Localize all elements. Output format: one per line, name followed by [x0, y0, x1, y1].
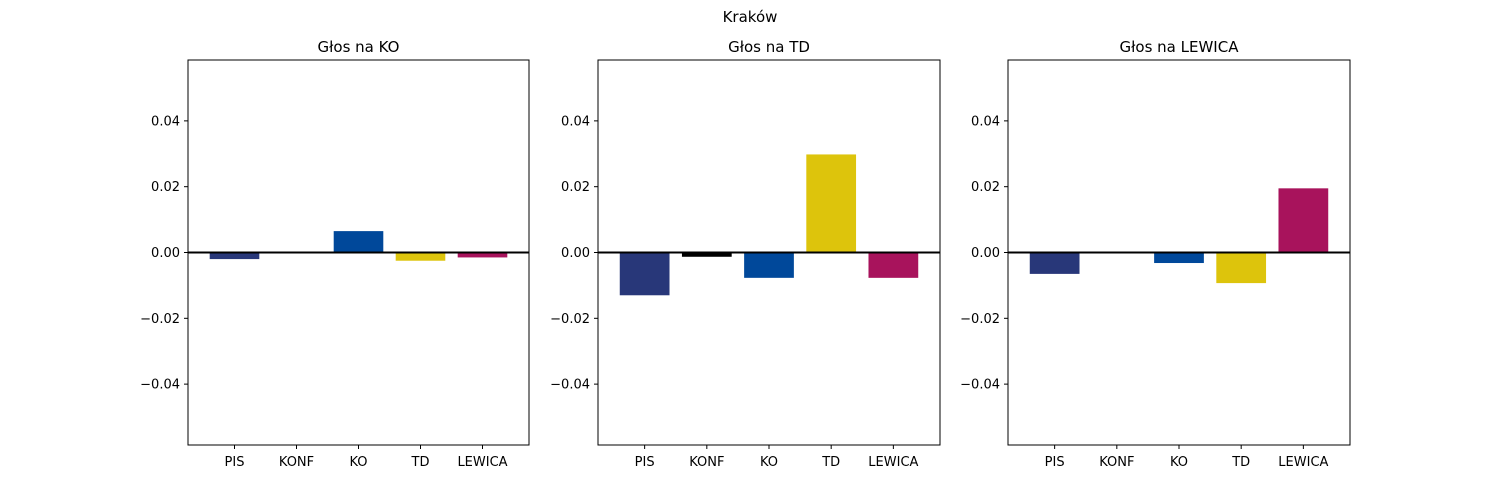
panel-title: Głos na TD: [728, 38, 810, 56]
x-tick-label-pis: PIS: [1045, 455, 1065, 470]
y-tick-label: 0.00: [561, 246, 590, 261]
x-tick-label-pis: PIS: [635, 455, 655, 470]
y-tick-label: 0.04: [971, 114, 1000, 129]
bar-ko: [333, 231, 384, 253]
y-tick-label: 0.00: [151, 246, 180, 261]
x-tick-label-ko: KO: [1170, 455, 1188, 470]
x-tick-label-td: TD: [821, 455, 840, 470]
y-tick-label: −0.02: [140, 312, 180, 327]
x-tick-label-konf: KONF: [279, 455, 314, 470]
y-tick-label: 0.02: [971, 180, 1000, 195]
y-tick-label: −0.02: [550, 312, 590, 327]
x-tick-label-td: TD: [1231, 455, 1250, 470]
bar-td: [395, 252, 446, 261]
x-tick-label-ko: KO: [349, 455, 367, 470]
bar-pis: [1029, 252, 1080, 274]
panel-title: Głos na KO: [318, 38, 400, 56]
bar-lewica: [1278, 188, 1329, 253]
chart-panel-3: −0.04 −0.02 0.00 0.02 0.04 PIS KONF KO TD LEWICA G…: [960, 38, 1351, 470]
y-tick-label: 0.00: [971, 246, 1000, 261]
y-tick-label: −0.04: [140, 378, 180, 393]
y-tick-label: −0.04: [550, 378, 590, 393]
y-tick-label: 0.04: [561, 114, 590, 129]
chart-panel-2: −0.04 −0.02 0.00 0.02 0.04 PIS KONF KO TD LEWICA G…: [550, 38, 941, 470]
y-tick-label: 0.02: [151, 180, 180, 195]
y-tick-label: 0.02: [561, 180, 590, 195]
x-tick-label-td: TD: [411, 455, 430, 470]
panels: −0.04 −0.02 0.00 0.02 0.04 PIS KONF KO TD LEWICA G…: [140, 38, 1351, 470]
x-tick-label-konf: KONF: [1099, 455, 1134, 470]
figure-suptitle: Kraków: [723, 8, 778, 26]
x-tick-label-ko: KO: [760, 455, 778, 470]
x-tick-label-pis: PIS: [225, 455, 245, 470]
y-tick-label: −0.04: [960, 378, 1000, 393]
y-tick-label: 0.04: [151, 114, 180, 129]
bar-pis: [209, 252, 260, 260]
bar-pis: [619, 252, 670, 296]
bar-lewica: [868, 252, 919, 278]
panel-title: Głos na LEWICA: [1120, 38, 1240, 56]
bar-konf: [681, 252, 732, 257]
x-tick-label-lewica: LEWICA: [457, 455, 507, 470]
bar-ko: [1154, 252, 1204, 264]
x-tick-label-lewica: LEWICA: [868, 455, 918, 470]
bar-td: [806, 154, 857, 253]
x-tick-label-lewica: LEWICA: [1278, 455, 1328, 470]
bar-td: [1216, 252, 1267, 284]
y-tick-label: −0.02: [960, 312, 1000, 327]
x-tick-label-konf: KONF: [689, 455, 724, 470]
bar-ko: [744, 252, 794, 278]
chart-panel-1: −0.04 −0.02 0.00 0.02 0.04 PIS KONF KO TD LEWICA G…: [140, 38, 530, 470]
bar-lewica: [457, 252, 508, 258]
